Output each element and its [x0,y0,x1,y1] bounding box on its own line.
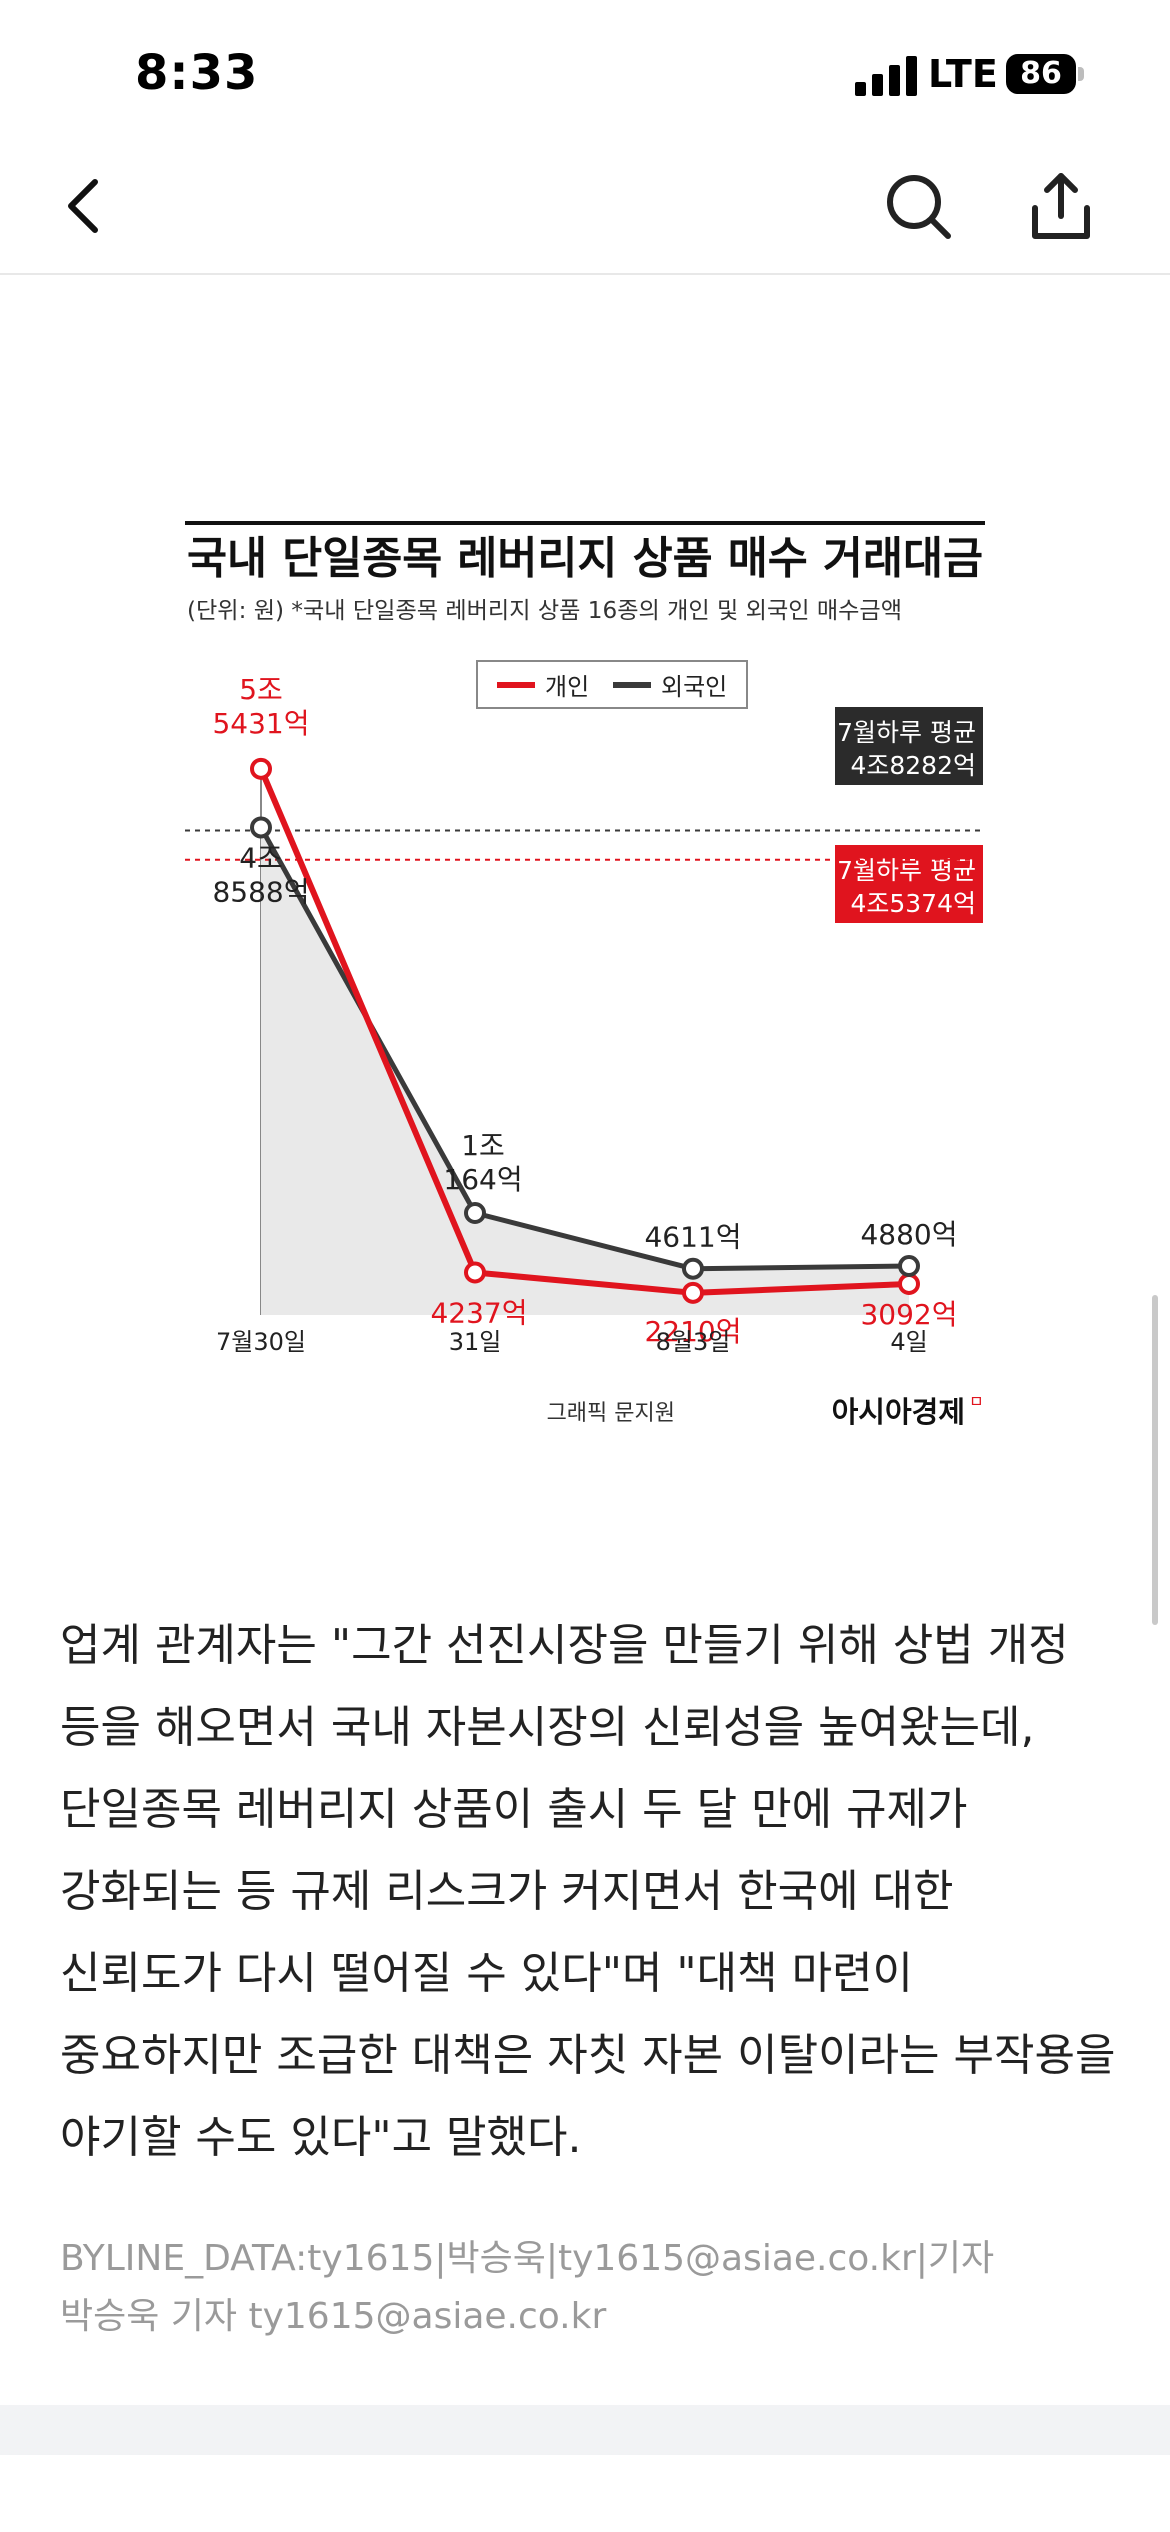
data-point-individual-0 [250,757,272,780]
legend-label-individual: 개인 [545,673,589,701]
x-tick-label-2: 8월3일 [656,1328,731,1356]
scrollbar[interactable] [1152,1295,1158,1625]
network-type: LTE [928,52,998,96]
reference-box-foreign: 7월하루 평균 4조8282억 [835,707,983,785]
data-label-individual-1: 4237억 [430,1296,527,1329]
status-bar: 8:33 LTE 86 [0,0,1170,140]
nav-bar [0,140,1170,275]
data-point-foreign-3 [898,1255,920,1278]
reference-individual-line1: 7월하루 평균 [837,856,976,885]
chart-title: 국내 단일종목 레버리지 상품 매수 거래대금 [187,533,983,584]
data-point-individual-1 [464,1261,486,1284]
chart-subtitle: (단위: 원) *국내 단일종목 레버리지 상품 16종의 개인 및 외국인 매… [187,598,902,624]
status-time: 8:33 [135,45,259,101]
byline-data: BYLINE_DATA:ty1615|박승욱|ty1615@asiae.co.k… [60,2238,995,2279]
section-divider [0,2405,1170,2455]
series-line-individual [258,767,910,1296]
legend-label-foreign: 외국인 [661,673,727,701]
data-label-individual-3: 3092억 [860,1298,957,1331]
article-paragraph: 업계 관계자는 "그간 선진시장을 만들기 위해 상법 개정 등을 해오면서 국… [60,1620,1116,2163]
data-label-foreign-3: 4880억 [860,1218,957,1251]
battery-level: 86 [1020,56,1062,91]
x-tick-label-3: 4일 [890,1328,927,1356]
search-button[interactable] [878,166,958,246]
back-button[interactable] [45,166,125,246]
brand-mark-icon: ㅁ [969,1392,984,1411]
data-label-foreign-0: 4조 [239,841,283,874]
x-tick-label-1: 31일 [449,1328,502,1356]
x-tick-label-0: 7월30일 [216,1328,306,1356]
credit-text: 그래픽 문지원 [547,1401,675,1426]
cellular-signal-icon [855,56,917,96]
line-chart: 국내 단일종목 레버리지 상품 매수 거래대금 (단위: 원) *국내 단일종목… [185,521,985,1429]
data-point-individual-3 [898,1272,920,1295]
data-point-foreign-0 [250,816,272,839]
reference-individual-line2: 4조5374억 [850,889,976,918]
reference-box-individual: 7월하루 평균 4조5374억 [835,845,983,923]
search-icon [887,175,951,239]
battery-icon: 86 [1006,54,1084,94]
data-label-individual-0: 5431억 [212,707,309,740]
data-label-foreign-1: 164억 [443,1163,522,1196]
data-label-foreign-2: 4611억 [644,1221,741,1254]
share-icon [1032,173,1090,239]
area-foreign [261,827,909,1315]
reference-foreign-line2: 4조8282억 [850,751,976,780]
data-label-foreign-1: 1조 [461,1129,505,1162]
data-label-individual-0: 5조 [239,673,283,706]
data-label-individual-2: 2210억 [644,1315,741,1348]
chart-figure: 국내 단일종목 레버리지 상품 매수 거래대금 (단위: 원) *국내 단일종목… [185,515,985,1435]
reference-foreign-line1: 7월하루 평균 [837,718,976,747]
data-point-individual-2 [682,1281,704,1304]
credit-brand: 아시아경제 [832,1395,965,1429]
data-point-foreign-1 [464,1202,486,1225]
chevron-left-icon [68,179,98,233]
share-button[interactable] [1021,166,1101,246]
chart-legend: 개인 외국인 [476,660,748,709]
data-point-foreign-2 [682,1257,704,1280]
data-label-foreign-0: 8588억 [212,875,309,908]
byline: BYLINE_DATA:ty1615|박승욱|ty1615@asiae.co.k… [60,2230,1120,2346]
byline-reporter[interactable]: 박승욱 기자 ty1615@asiae.co.kr [60,2296,607,2337]
